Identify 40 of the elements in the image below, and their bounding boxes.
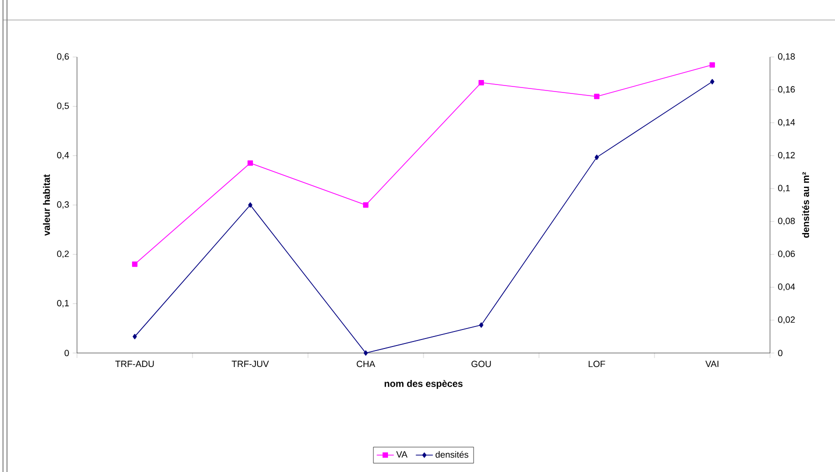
- legend-label: VA: [396, 451, 408, 458]
- y-tick-label: 0,2: [57, 250, 69, 258]
- y2-tick-label: 0,04: [778, 284, 795, 291]
- point: [132, 262, 138, 267]
- x-axis-title: nom des espèces: [384, 380, 463, 389]
- point: [248, 202, 252, 208]
- x-tick-label: GOU: [471, 360, 491, 368]
- point: [479, 322, 484, 328]
- y-tick-label: 0,5: [57, 102, 69, 110]
- y2-tick-label: 0,14: [778, 119, 795, 126]
- legend-label: densités: [436, 451, 468, 458]
- point: [132, 334, 137, 340]
- y-axis-title: valeur habitat: [42, 174, 50, 236]
- y2-tick-label: 0,06: [778, 250, 795, 258]
- y2-tick-label: 0,1: [778, 184, 790, 192]
- y2-axis-title: densités au m²: [802, 172, 810, 238]
- x-tick-label: VAI: [705, 360, 718, 367]
- y2-tick-label: 0,12: [778, 152, 795, 160]
- y2-tick-label: 0,02: [778, 316, 795, 324]
- x-tick-label: CHA: [356, 360, 376, 368]
- point: [363, 202, 368, 208]
- y-tick-label: 0: [64, 350, 69, 356]
- y2-tick-label: 0,16: [778, 86, 795, 94]
- x-tick-label: TRF-ADU: [115, 360, 154, 368]
- point: [594, 94, 600, 100]
- point: [248, 160, 253, 166]
- x-tick-label: LOF: [588, 360, 606, 368]
- point: [710, 62, 715, 68]
- point: [478, 80, 484, 86]
- y-tick-label: 0,4: [57, 152, 69, 160]
- point: [594, 154, 599, 160]
- point: [364, 350, 368, 356]
- y-tick-label: 0,6: [57, 53, 69, 61]
- x-tick-label: TRF-JUV: [232, 360, 269, 368]
- y-tick-label: 0,3: [57, 201, 69, 209]
- y-tick-label: 0,1: [57, 300, 69, 308]
- y2-tick-label: 0,08: [778, 218, 795, 226]
- y2-tick-label: 0: [778, 350, 782, 356]
- point: [710, 78, 714, 84]
- y2-tick-label: 0,18: [778, 53, 795, 61]
